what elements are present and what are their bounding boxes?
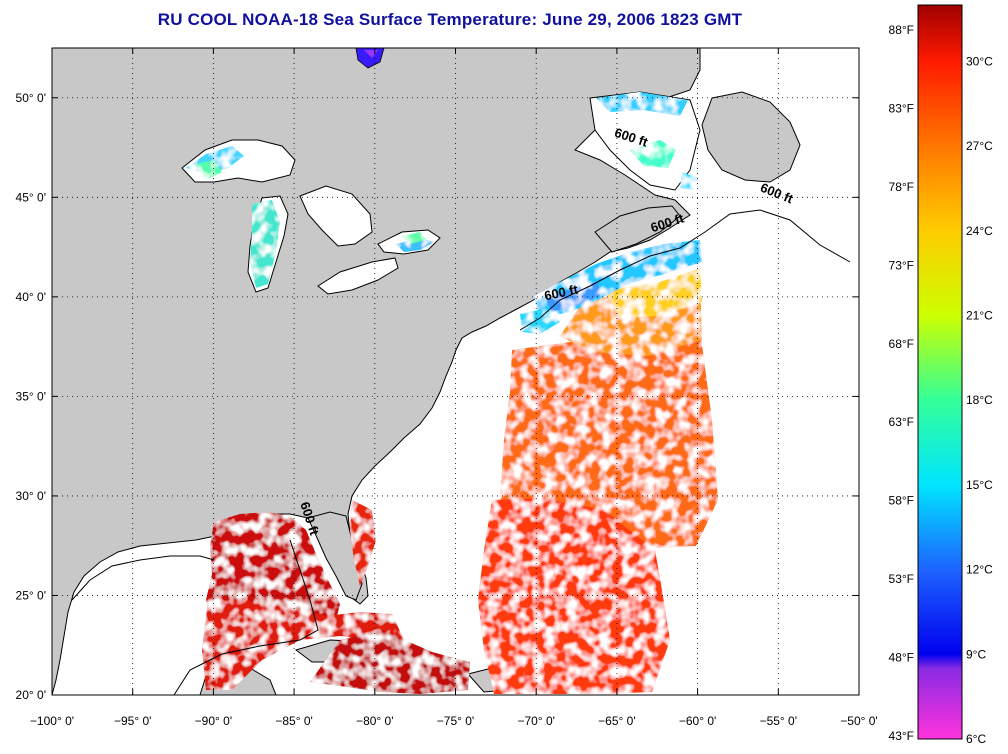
colorbar-fahrenheit-label: 48°F <box>889 650 914 664</box>
lat-tick-label: 30° 0' <box>16 489 46 503</box>
gulf-st-lawrence <box>589 91 701 191</box>
lat-tick-label: 40° 0' <box>16 290 46 304</box>
colorbar-celsius-label: 15°C <box>966 478 993 492</box>
colorbar-fahrenheit-label: 63°F <box>889 415 914 429</box>
lat-tick-label: 50° 0' <box>16 91 46 105</box>
contour-600ft-gulf-west <box>71 555 215 601</box>
map-title: RU COOL NOAA-18 Sea Surface Temperature:… <box>157 10 743 29</box>
lon-tick-label: −70° 0' <box>517 714 554 728</box>
lon-tick-label: −50° 0' <box>840 714 877 728</box>
lat-tick-label: 25° 0' <box>16 588 46 602</box>
lat-tick-label: 45° 0' <box>16 190 46 204</box>
colorbar-celsius-label: 27°C <box>966 139 993 153</box>
contour-600ft-northeast <box>519 209 851 331</box>
sst-data-layer <box>186 92 718 694</box>
contour-label: 600 ft <box>543 281 580 303</box>
colorbar-fahrenheit-label: 58°F <box>889 494 914 508</box>
lon-tick-label: −75° 0' <box>437 714 474 728</box>
colorbar-celsius-label: 9°C <box>966 647 986 661</box>
colorbar-celsius-label: 24°C <box>966 224 993 238</box>
lake-erie <box>317 257 399 295</box>
lake-huron <box>299 185 373 247</box>
land-newfoundland <box>701 91 801 183</box>
colorbar-fahrenheit-label: 78°F <box>889 180 914 194</box>
colorbar-fahrenheit-label: 88°F <box>889 23 914 37</box>
lon-tick-label: −90° 0' <box>195 714 232 728</box>
hudson-bay-fragment <box>355 48 385 69</box>
colorbar-fahrenheit-label: 43°F <box>889 729 914 743</box>
land-nova-scotia <box>594 205 681 253</box>
axis-ticks: −100° 0' −95° 0' −90° 0' −85° 0' −80° 0' −75°… <box>16 48 878 728</box>
colorbar-fahrenheit-label: 83°F <box>889 102 914 116</box>
colorbar-celsius-label: 6°C <box>966 732 986 746</box>
lon-tick-label: −95° 0' <box>114 714 151 728</box>
lon-tick-label: −100° 0' <box>30 714 74 728</box>
lon-tick-label: −80° 0' <box>356 714 393 728</box>
colorbar-fahrenheit-label: 53°F <box>889 572 914 586</box>
lat-tick-label: 35° 0' <box>16 389 46 403</box>
lat-tick-label: 20° 0' <box>16 688 46 702</box>
colorbar-labels: 43°F 48°F 53°F 58°F 63°F 68°F 73°F 78°F 83°F 88°F… <box>889 23 994 746</box>
colorbar-celsius-label: 21°C <box>966 309 993 323</box>
land-florida <box>307 511 363 601</box>
lon-tick-label: −65° 0' <box>598 714 635 728</box>
colorbar-fahrenheit-label: 73°F <box>889 258 914 272</box>
colorbar <box>917 4 963 740</box>
contour-600ft-gulf <box>173 539 319 695</box>
colorbar-celsius-label: 18°C <box>966 393 993 407</box>
lon-tick-label: −60° 0' <box>679 714 716 728</box>
colorbar-fahrenheit-label: 68°F <box>889 337 914 351</box>
lon-tick-label: −85° 0' <box>275 714 312 728</box>
lon-tick-label: −55° 0' <box>760 714 797 728</box>
colorbar-celsius-label: 30°C <box>966 54 993 68</box>
colorbar-celsius-label: 12°C <box>966 563 993 577</box>
